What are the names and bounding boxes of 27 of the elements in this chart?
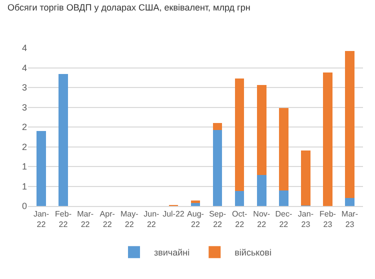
x-tick-label: Aug-22: [187, 210, 204, 229]
x-tick-label: Feb-22: [55, 210, 72, 229]
x-tick-label: Oct-22: [232, 210, 248, 229]
chart-title: Обсяги торгів ОВДП у доларах США, еквівалент, млрд грн: [8, 2, 250, 12]
x-tick-label: Jan-22: [33, 210, 50, 229]
y-tick-label: 4: [22, 43, 27, 54]
x-tick-label: Nov-22: [253, 210, 270, 229]
x-tick-label: Mar-23: [342, 210, 358, 229]
y-tick-label: 0: [22, 201, 27, 212]
x-tick-label: Jan-23: [298, 210, 314, 229]
y-tick-label: 1: [22, 181, 27, 192]
y-tick-label: 1: [22, 162, 27, 172]
y-tick-label: 2: [22, 122, 27, 132]
y-tick-label: 3: [22, 82, 27, 93]
x-tick-label: Sep-22: [209, 210, 226, 229]
x-tick-label: Apr-22: [100, 210, 116, 229]
legend-label: військові: [234, 248, 272, 258]
x-tick-label: Feb-23: [320, 210, 336, 229]
x-tick-label: Mar-22: [77, 210, 94, 229]
y-tick-label: 3: [22, 102, 27, 112]
x-tick-label: Jun-22: [144, 210, 160, 229]
x-tick-label: Jul-22: [162, 210, 185, 219]
y-tick-label: 2: [22, 142, 27, 152]
x-tick-label: Dec-22: [275, 210, 292, 229]
x-tick-label: May-22: [120, 210, 139, 229]
legend-label: звичайні: [154, 248, 190, 258]
y-tick-label: 4: [22, 62, 27, 73]
